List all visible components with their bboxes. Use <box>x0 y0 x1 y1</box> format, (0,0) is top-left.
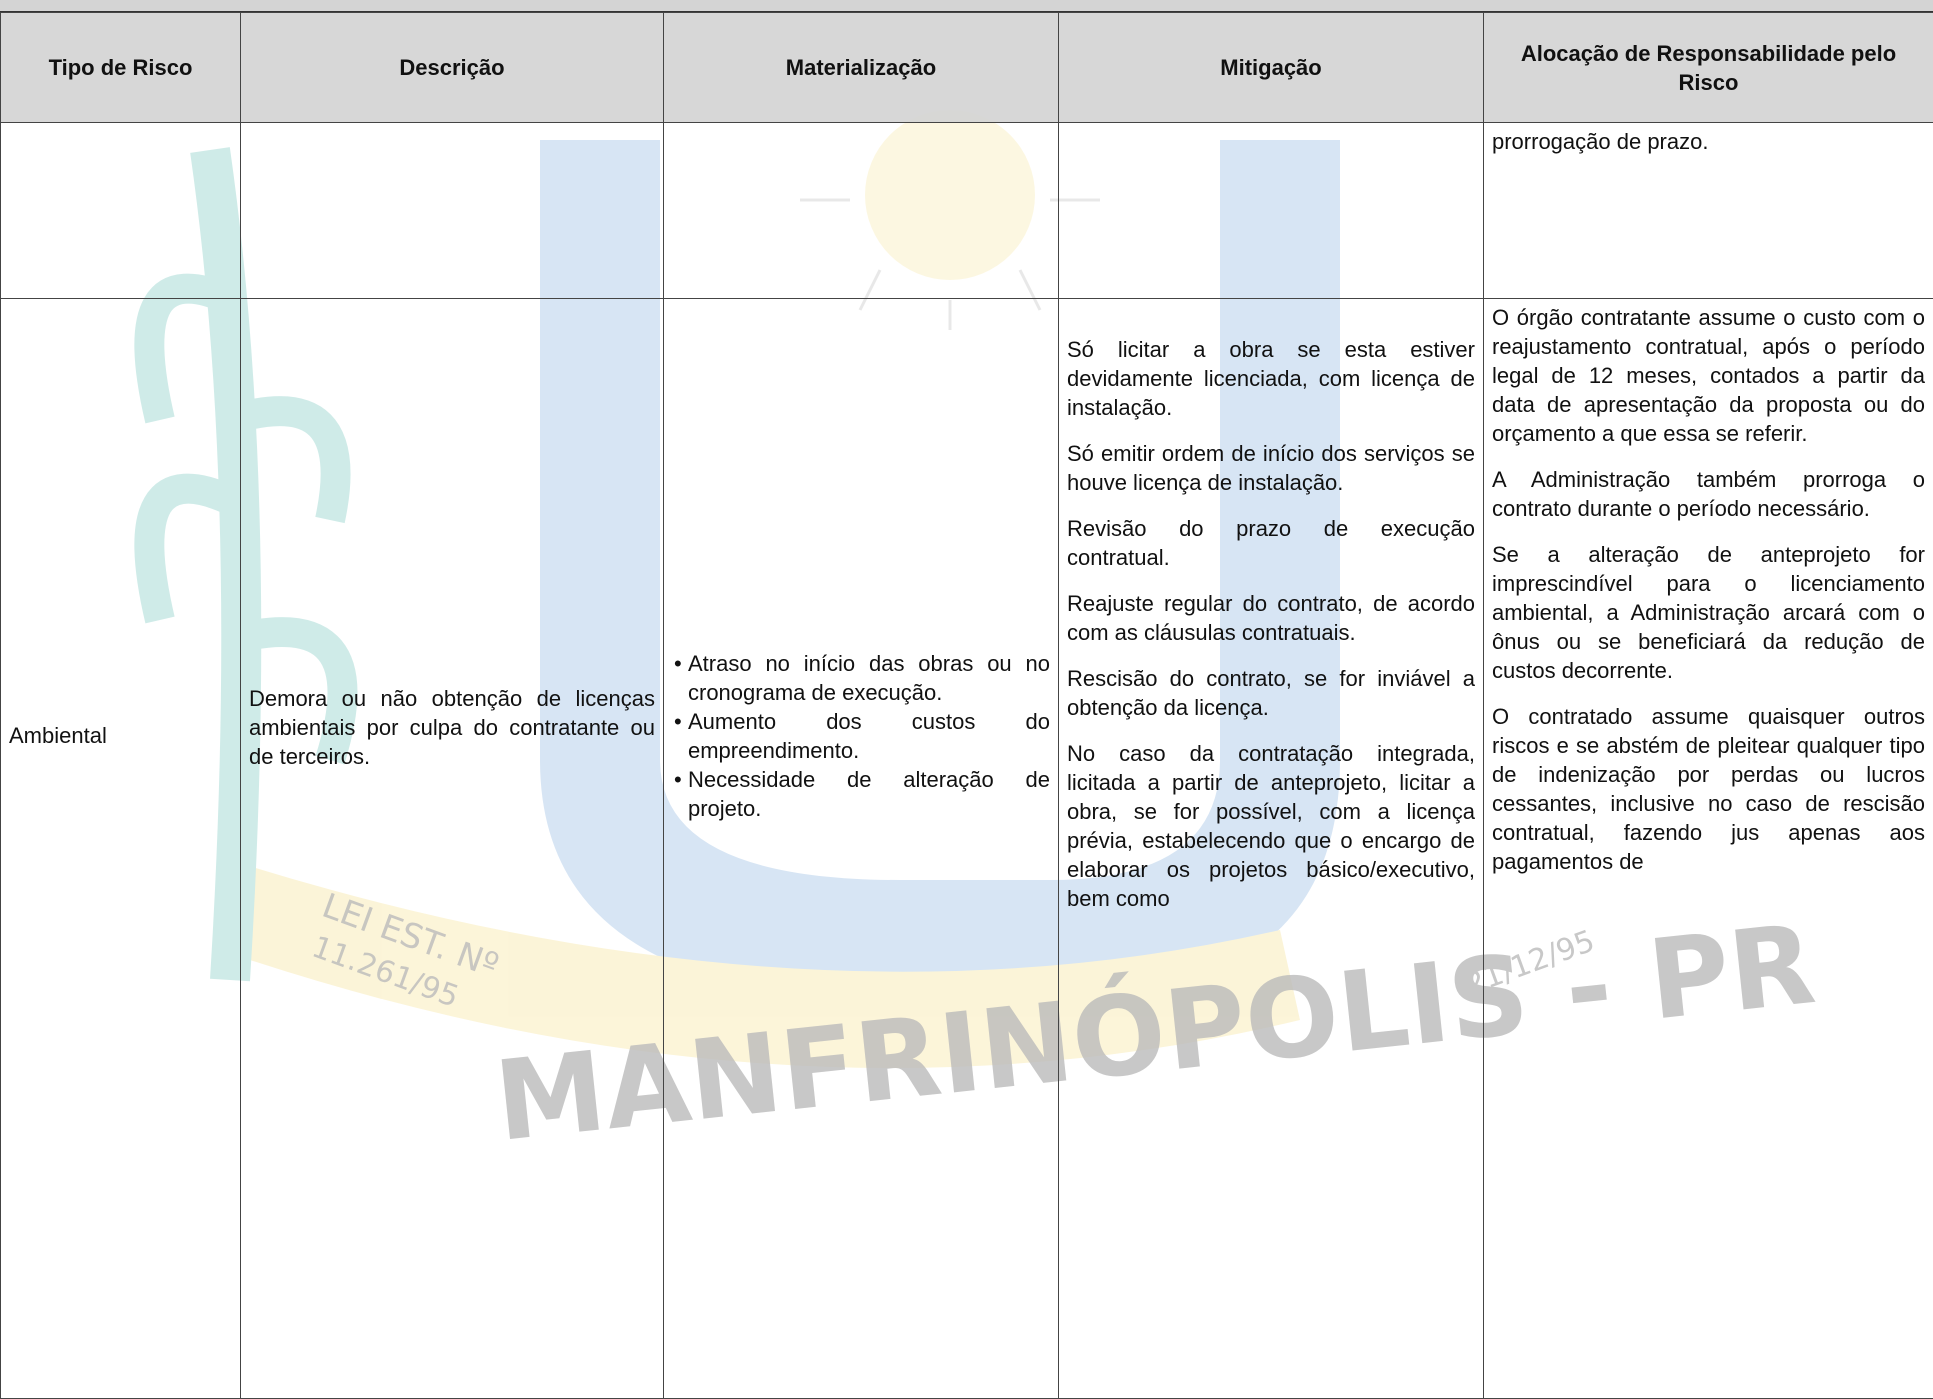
description: Demora ou não obtenção de licenças ambie… <box>249 684 655 771</box>
paragraph: A Administração também prorroga o contra… <box>1492 465 1925 523</box>
cell <box>241 123 664 299</box>
paragraph: No caso da contratação integrada, licita… <box>1067 739 1475 913</box>
paragraph: O contratado assume quaisquer outros ris… <box>1492 702 1925 876</box>
column-header: Descrição <box>241 13 664 123</box>
column-header: Tipo de Risco <box>1 13 241 123</box>
paragraph: prorrogação de prazo. <box>1492 127 1925 156</box>
cell <box>1059 123 1484 299</box>
list-item: Necessidade de alteração de projeto. <box>688 765 1050 823</box>
paragraph: Só emitir ordem de início dos serviços s… <box>1067 439 1475 497</box>
paragraph: Só licitar a obra se esta estiver devida… <box>1067 335 1475 422</box>
paragraph: Reajuste regular do contrato, de acordo … <box>1067 589 1475 647</box>
page: LEI EST. Nº 11.261/95 21/12/95 MANFRINÓP… <box>0 0 1933 1192</box>
list-item: Atraso no início das obras ou no cronogr… <box>688 649 1050 707</box>
paragraph: Rescisão do contrato, se for inviável a … <box>1067 664 1475 722</box>
cell <box>1 123 241 299</box>
column-header: Materialização <box>664 13 1059 123</box>
paragraph: Revisão do prazo de execução contratual. <box>1067 514 1475 572</box>
paragraph: Se a alteração de anteprojeto for impres… <box>1492 540 1925 685</box>
cell: O órgão contratante assume o custo com o… <box>1484 299 1933 1399</box>
cell: Atraso no início das obras ou no cronogr… <box>664 299 1059 1399</box>
column-header: Alocação de Responsabilidade pelo Risco <box>1484 13 1933 123</box>
cell: Demora ou não obtenção de licenças ambie… <box>241 299 664 1399</box>
materialization-list: Atraso no início das obras ou no cronogr… <box>672 649 1050 823</box>
cell <box>664 123 1059 299</box>
cell: Só licitar a obra se esta estiver devida… <box>1059 299 1484 1399</box>
column-header: Mitigação <box>1059 13 1484 123</box>
row: prorrogação de prazo. <box>1 123 1933 299</box>
list-item: Aumento dos custos do empreendimento. <box>688 707 1050 765</box>
row: Ambiental Demora ou não obtenção de lice… <box>1 299 1933 1399</box>
paragraph: O órgão contratante assume o custo com o… <box>1492 303 1925 448</box>
cell: Ambiental <box>1 299 241 1399</box>
cell: prorrogação de prazo. <box>1484 123 1933 299</box>
